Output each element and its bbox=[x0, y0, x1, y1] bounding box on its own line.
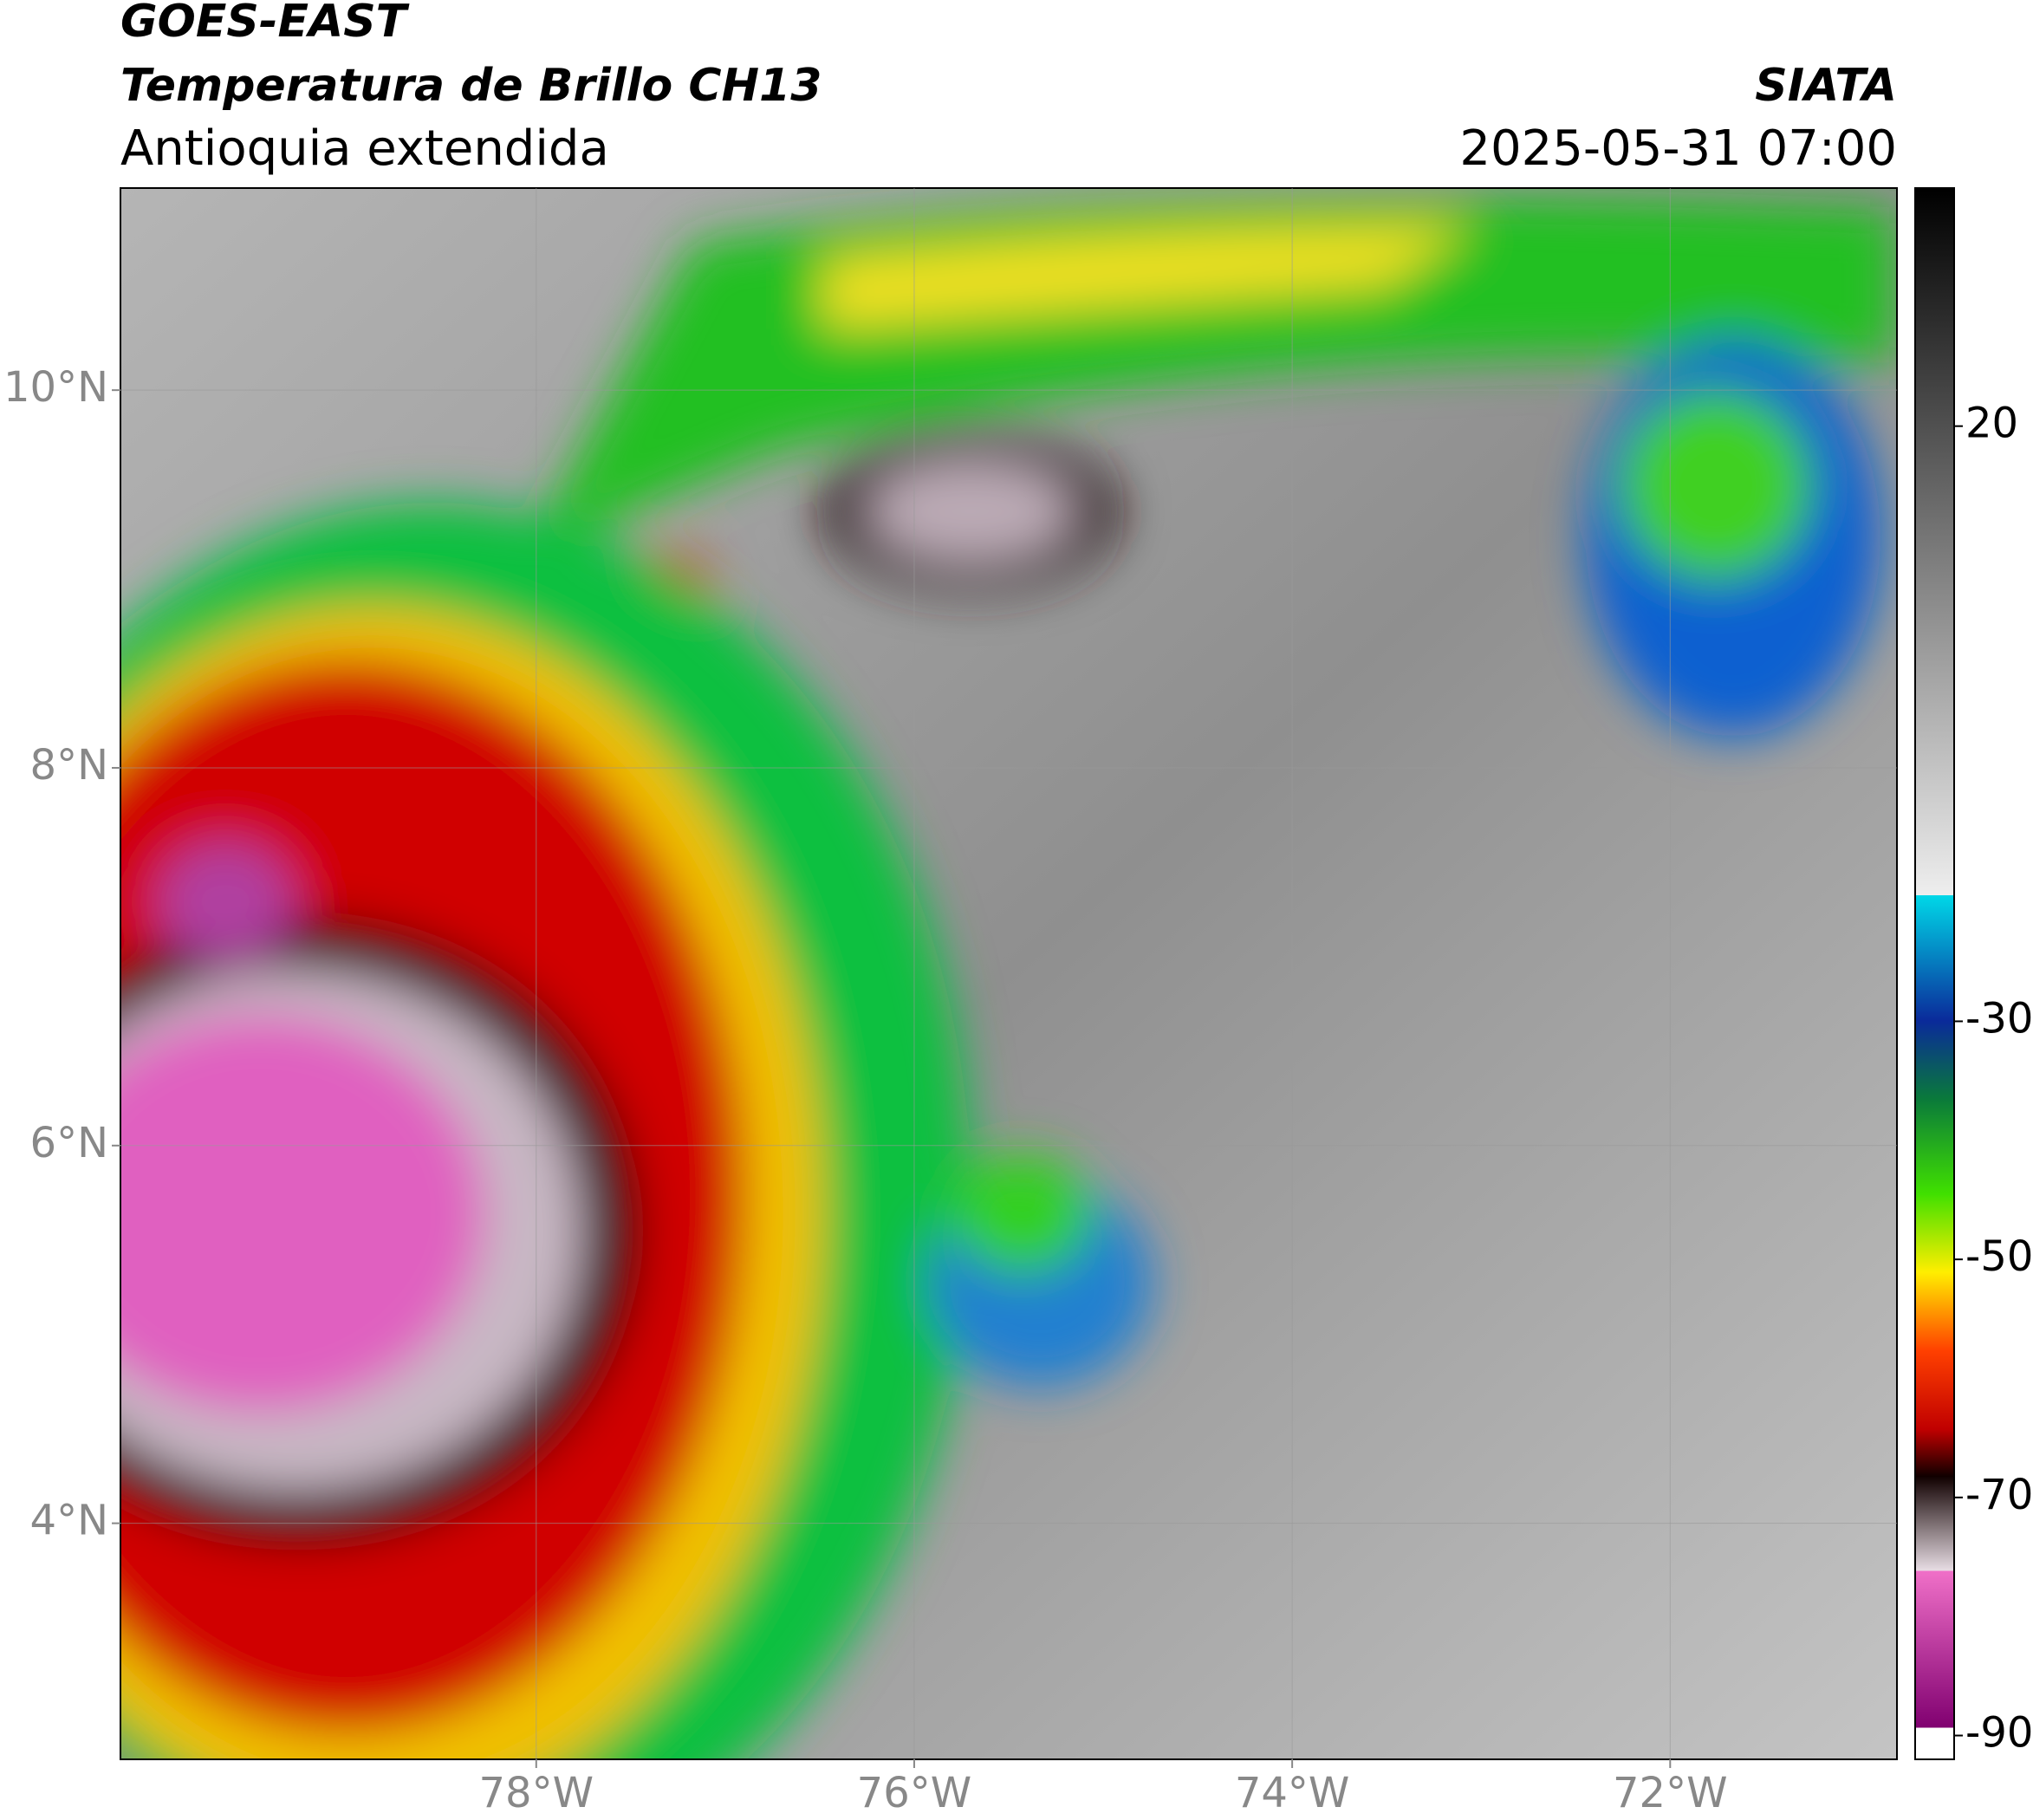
x-tick-label: 72°W bbox=[1613, 1769, 1728, 1817]
x-tick-label: 76°W bbox=[857, 1769, 972, 1817]
satellite-image bbox=[120, 188, 1897, 1759]
colorbar bbox=[1914, 187, 1955, 1760]
map-frame bbox=[120, 187, 1898, 1760]
colorbar-tick-label: 20 bbox=[1965, 400, 2018, 448]
subtitle: Temperatura de Brillo CH13 bbox=[120, 60, 822, 112]
colorbar-tick-label: -70 bbox=[1965, 1471, 2033, 1519]
region: Antioquia extendida bbox=[120, 120, 609, 177]
colorbar-tick-label: -50 bbox=[1965, 1232, 2033, 1281]
source: SIATA bbox=[1755, 60, 1897, 112]
colorbar-tick-label: -30 bbox=[1965, 994, 2033, 1043]
x-tick-label: 78°W bbox=[479, 1769, 594, 1817]
datetime: 2025-05-31 07:00 bbox=[1459, 120, 1897, 177]
y-tick-label: 4°N bbox=[30, 1497, 108, 1545]
y-tick-label: 8°N bbox=[30, 741, 108, 790]
y-tick-label: 10°N bbox=[3, 363, 108, 412]
title: GOES-EAST bbox=[120, 0, 410, 48]
x-tick-label: 74°W bbox=[1235, 1769, 1350, 1817]
y-tick-label: 6°N bbox=[30, 1119, 108, 1167]
colorbar-tick-label: -90 bbox=[1965, 1709, 2033, 1758]
